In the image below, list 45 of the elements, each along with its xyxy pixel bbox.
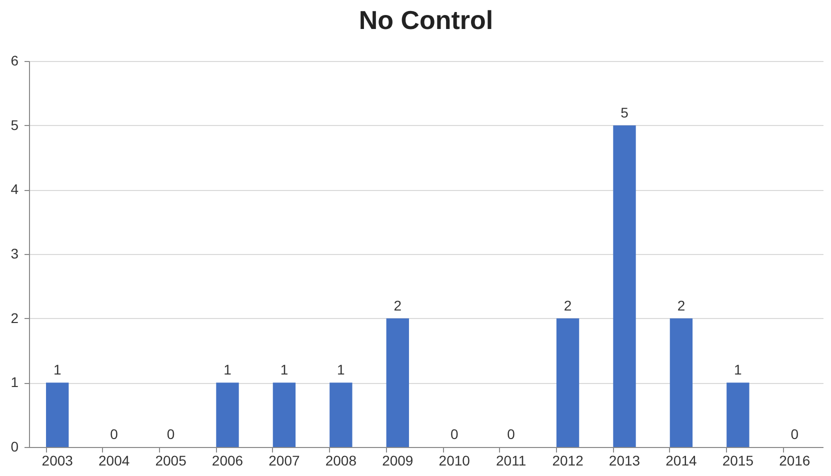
data-label: 1 [734, 362, 742, 378]
y-tick-label: 5 [10, 116, 19, 133]
data-label: 0 [790, 426, 799, 442]
x-tick-label: 2003 [42, 452, 74, 468]
data-label: 0 [507, 426, 516, 442]
data-label: 0 [450, 426, 458, 442]
data-label: 2 [677, 297, 686, 314]
data-label: 2 [394, 297, 402, 314]
x-tick-label: 2006 [212, 452, 244, 468]
bar [613, 125, 636, 447]
y-tick-label: 4 [10, 181, 19, 198]
bar [46, 382, 69, 447]
data-label: 2 [564, 297, 572, 314]
data-label: 0 [110, 426, 118, 442]
data-label: 1 [280, 362, 288, 378]
y-tick-label: 0 [10, 438, 19, 454]
bar [386, 318, 409, 447]
x-tick-label: 2004 [98, 452, 130, 468]
bar [556, 318, 580, 447]
x-tick-label: 2007 [268, 452, 300, 468]
x-tick-label: 2010 [438, 452, 470, 468]
data-label: 5 [620, 104, 629, 120]
x-tick-label: 2008 [325, 452, 357, 468]
bar [216, 382, 239, 447]
y-tick-label: 6 [10, 52, 19, 68]
data-label: 1 [337, 362, 346, 378]
y-tick-label: 1 [10, 374, 19, 390]
data-label: 1 [224, 362, 232, 378]
x-tick-label: 2013 [608, 452, 640, 468]
y-tick-label: 3 [10, 246, 19, 262]
y-tick-label: 2 [10, 310, 19, 326]
x-tick-label: 2016 [779, 452, 810, 468]
x-tick-label: 2005 [155, 452, 187, 468]
bar [670, 318, 693, 447]
x-tick-label: 2011 [496, 452, 526, 468]
chart-title: No Control [358, 5, 494, 35]
x-tick-label: 2012 [552, 452, 584, 468]
bar [726, 382, 750, 447]
bar [330, 382, 352, 447]
data-label: 0 [166, 426, 175, 442]
bar [272, 382, 296, 447]
data-label: 1 [53, 362, 62, 378]
x-tick-label: 2014 [666, 452, 697, 468]
x-tick-label: 2015 [722, 452, 754, 468]
x-tick-label: 2009 [382, 452, 414, 468]
